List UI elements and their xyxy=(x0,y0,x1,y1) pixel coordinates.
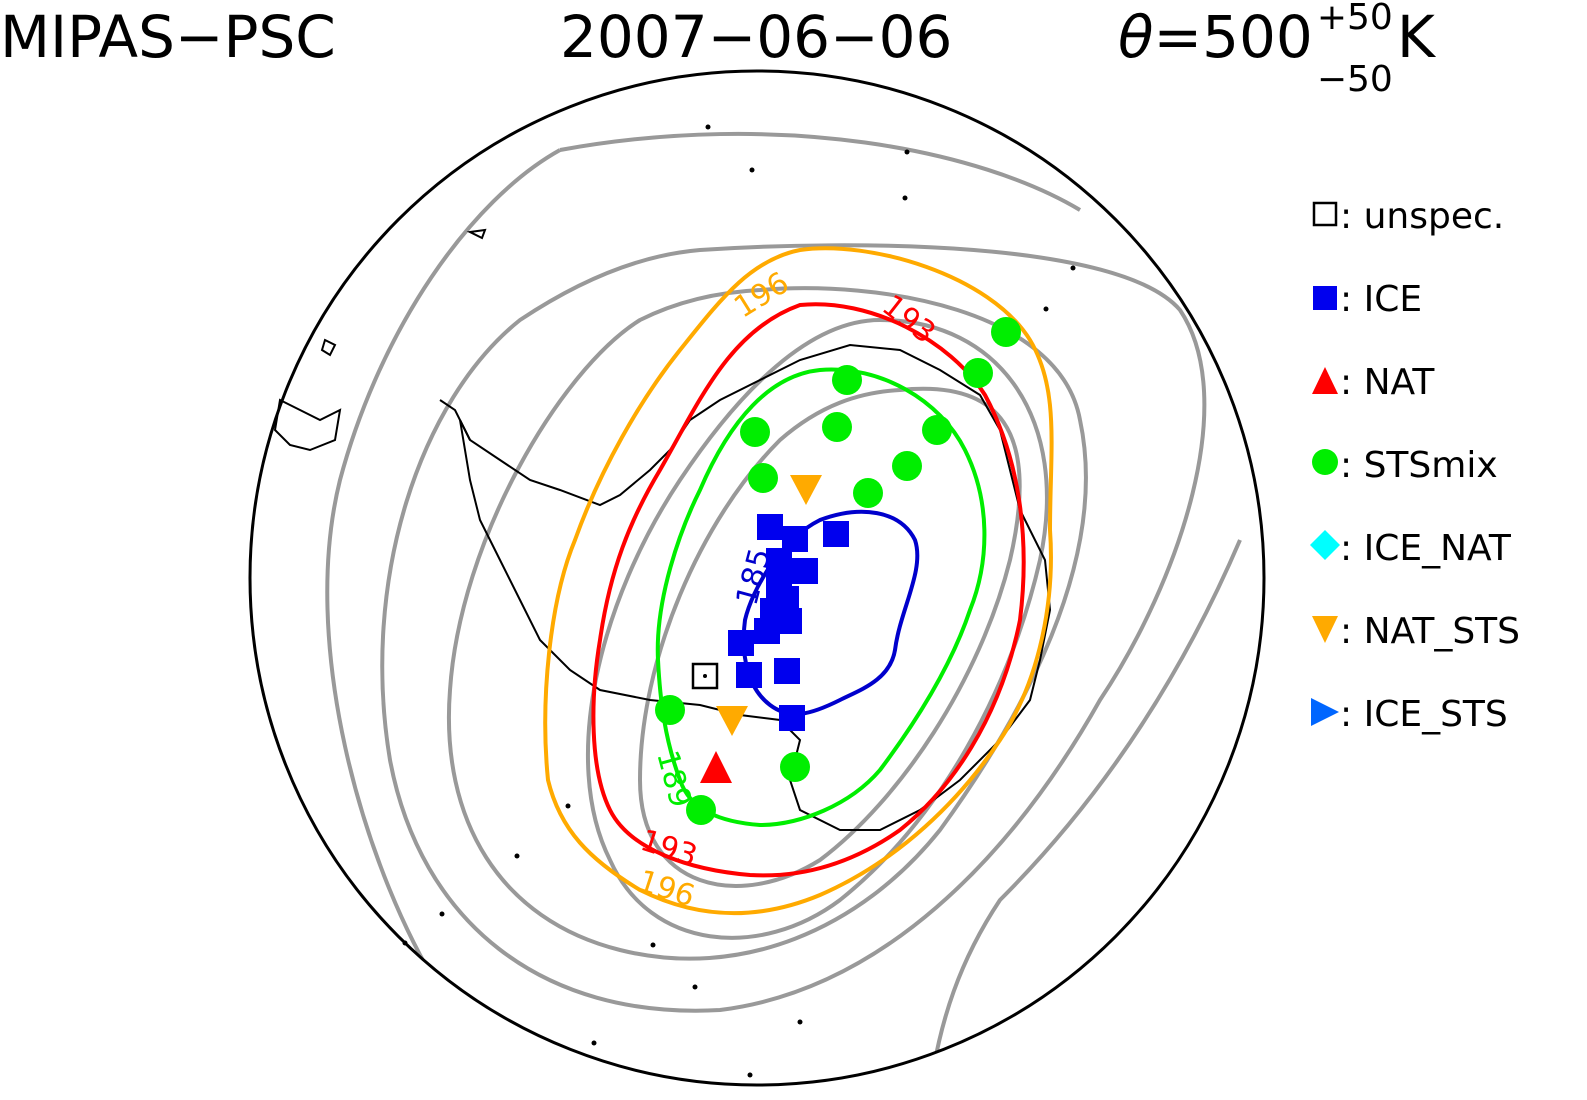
south-america-tip xyxy=(273,398,342,452)
nat-sts-marker xyxy=(790,475,822,505)
legend-label-nat: : NAT xyxy=(1340,362,1435,403)
dot xyxy=(1070,265,1076,271)
label-196-top: 196 xyxy=(728,265,795,325)
ice-markers xyxy=(728,514,849,731)
dot xyxy=(904,149,910,155)
nat-sts-marker xyxy=(716,706,748,736)
contour-196 xyxy=(543,246,1054,916)
grey-contour-outer-left xyxy=(325,148,561,992)
legend-label-ice: : ICE xyxy=(1340,279,1422,320)
legend-symbol-nat xyxy=(1312,367,1338,394)
contour-189 xyxy=(655,367,987,828)
dot xyxy=(747,1072,753,1078)
ice-marker xyxy=(782,526,808,552)
title-theta-level: θ=500 +50 −50 K xyxy=(1118,0,1435,98)
dot xyxy=(650,942,656,948)
dot xyxy=(692,984,698,990)
theta-symbol: θ xyxy=(1118,3,1154,71)
grey-contour-4 xyxy=(380,243,1207,1013)
ice-marker xyxy=(728,630,754,656)
theta-unit: K xyxy=(1396,3,1435,71)
dot xyxy=(797,1019,803,1025)
stsmix-marker xyxy=(748,463,778,493)
legend-symbol-ice xyxy=(1313,286,1337,310)
antarctica-coast xyxy=(459,343,1052,831)
legend: : unspec. : ICE : NAT : STSmix : ICE_NAT… xyxy=(1310,196,1520,735)
stsmix-marker xyxy=(822,412,852,442)
ice-marker xyxy=(774,658,800,684)
legend-label-nat-sts: : NAT_STS xyxy=(1340,611,1520,652)
legend-label-unspec: : unspec. xyxy=(1340,196,1504,237)
stsmix-marker xyxy=(686,795,716,825)
stsmix-marker xyxy=(892,451,922,481)
contour-185 xyxy=(741,509,920,717)
legend-symbol-unspec xyxy=(1312,201,1338,227)
dot xyxy=(1043,306,1049,312)
stsmix-marker xyxy=(655,695,685,725)
ice-marker xyxy=(823,521,849,547)
dot xyxy=(705,124,711,130)
grey-contour-outer xyxy=(559,131,1082,212)
legend-symbol-stsmix xyxy=(1312,449,1338,475)
stsmix-marker xyxy=(832,365,862,395)
dot xyxy=(749,167,755,173)
ice-marker xyxy=(757,514,783,540)
dot xyxy=(439,911,445,917)
ice-marker xyxy=(736,662,762,688)
legend-label-ice-sts: : ICE_STS xyxy=(1340,694,1508,735)
nat-marker xyxy=(700,751,732,783)
grey-contour-right xyxy=(928,539,1242,1085)
legend-symbol-ice-nat xyxy=(1310,530,1340,560)
island-1 xyxy=(320,338,337,357)
ice-marker xyxy=(754,618,780,644)
peninsula-coast xyxy=(439,399,471,441)
ice-marker xyxy=(766,548,792,574)
dot xyxy=(902,195,908,201)
dot xyxy=(591,1040,597,1046)
legend-label-ice-nat: : ICE_NAT xyxy=(1340,528,1512,569)
legend-label-stsmix: : STSmix xyxy=(1340,445,1498,486)
theta-value: =500 xyxy=(1153,3,1313,71)
legend-symbol-nat-sts xyxy=(1312,616,1338,643)
stsmix-markers xyxy=(655,317,1021,825)
legend-symbol-ice-sts xyxy=(1311,698,1339,726)
ice-marker xyxy=(776,608,802,634)
theta-plus: +50 xyxy=(1316,0,1393,38)
island-2 xyxy=(466,228,487,240)
stsmix-marker xyxy=(780,752,810,782)
coastline xyxy=(273,228,1052,831)
stsmix-marker xyxy=(922,415,952,445)
contour-193 xyxy=(591,302,1026,878)
theta-minus: −50 xyxy=(1316,59,1393,100)
title-date: 2007−06−06 xyxy=(560,3,953,71)
nat-sts-markers xyxy=(716,475,822,736)
ice-marker xyxy=(779,705,805,731)
ice-marker xyxy=(792,558,818,584)
stsmix-marker xyxy=(963,358,993,388)
grey-contour-3 xyxy=(447,286,1088,961)
stsmix-marker xyxy=(853,478,883,508)
title-instrument: MIPAS−PSC xyxy=(0,3,336,71)
stsmix-marker xyxy=(740,417,770,447)
grey-contour-2 xyxy=(586,317,1049,940)
dot xyxy=(565,803,571,809)
dot xyxy=(514,853,520,859)
map-boundary xyxy=(248,69,1266,1087)
stsmix-marker xyxy=(991,317,1021,347)
unspec-marker xyxy=(691,662,719,690)
